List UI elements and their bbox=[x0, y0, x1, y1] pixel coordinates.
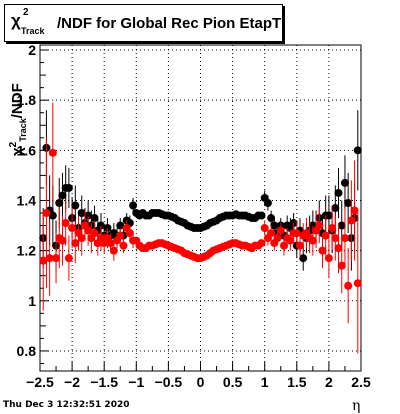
x-tick-label: 2.5 bbox=[351, 374, 371, 390]
data-point bbox=[61, 219, 70, 228]
title-superscript: 2 bbox=[23, 7, 29, 18]
data-point bbox=[337, 261, 346, 270]
data-point bbox=[263, 198, 272, 207]
title-text: /NDF for Global Rec Pion EtapT bbox=[57, 15, 282, 32]
y-axis-label: χ2Track/NDF bbox=[8, 46, 30, 156]
data-point bbox=[347, 216, 356, 225]
data-point bbox=[279, 241, 288, 250]
x-tick-label: 2 bbox=[325, 374, 333, 390]
data-point bbox=[55, 198, 64, 207]
data-point bbox=[353, 146, 362, 155]
data-point bbox=[84, 226, 93, 235]
y-tick-label: 1.2 bbox=[17, 243, 37, 259]
data-point bbox=[116, 231, 125, 240]
data-point bbox=[260, 224, 269, 233]
y-tick-label: 1.4 bbox=[17, 192, 37, 208]
ylabel-text: /NDF bbox=[9, 83, 26, 119]
data-point bbox=[52, 254, 61, 263]
data-point bbox=[71, 239, 80, 248]
data-point bbox=[45, 254, 54, 263]
data-point bbox=[77, 209, 86, 218]
data-point bbox=[324, 254, 333, 263]
title-subscript: Track bbox=[21, 26, 45, 36]
data-point bbox=[58, 236, 67, 245]
timestamp: Thu Dec 3 12:32:51 2020 bbox=[3, 400, 130, 410]
data-point bbox=[58, 191, 67, 200]
data-point bbox=[334, 244, 343, 253]
data-point bbox=[340, 178, 349, 187]
data-point bbox=[109, 246, 118, 255]
data-point bbox=[48, 211, 57, 220]
y-tick-label: 1 bbox=[28, 293, 36, 309]
data-point bbox=[350, 206, 359, 215]
ylabel-symbol: χ bbox=[9, 147, 26, 156]
data-point bbox=[71, 201, 80, 210]
x-tick-label: 1.5 bbox=[287, 374, 307, 390]
y-tick-label: 1.6 bbox=[17, 142, 37, 158]
data-point bbox=[286, 236, 295, 245]
data-point bbox=[296, 241, 305, 250]
data-point bbox=[292, 229, 301, 238]
data-point bbox=[90, 229, 99, 238]
data-point bbox=[353, 279, 362, 288]
x-tick-label: −2.5 bbox=[26, 374, 54, 390]
x-tick-label: −2 bbox=[64, 374, 80, 390]
data-point bbox=[129, 201, 138, 210]
x-tick-label: 1 bbox=[261, 374, 269, 390]
data-point bbox=[267, 214, 276, 223]
data-point bbox=[267, 229, 276, 238]
data-point bbox=[257, 239, 266, 248]
data-point bbox=[344, 198, 353, 207]
data-point bbox=[334, 188, 343, 197]
x-axis-label: η bbox=[352, 398, 361, 414]
data-point bbox=[328, 224, 337, 233]
data-point bbox=[119, 241, 128, 250]
tick-labels: −2.5 −2 −1.5 −1 −0.5 0 0.5 1 1.5 2 2.5 0.8 1 1.2 1.4 1.… bbox=[17, 42, 371, 390]
x-tick-label: 0.5 bbox=[223, 374, 243, 390]
data-point bbox=[315, 221, 324, 230]
grid-lines bbox=[40, 45, 361, 371]
data-point bbox=[299, 254, 308, 263]
data-point bbox=[64, 254, 73, 263]
data-points bbox=[39, 102, 362, 354]
x-tick-label: 0 bbox=[197, 374, 205, 390]
data-point bbox=[68, 224, 77, 233]
data-point bbox=[48, 148, 57, 157]
data-point bbox=[344, 281, 353, 290]
data-point bbox=[331, 234, 340, 243]
ylabel-superscript: 2 bbox=[8, 141, 19, 148]
data-point bbox=[321, 231, 330, 240]
y-tick-label: 0.8 bbox=[17, 343, 37, 359]
data-point bbox=[337, 221, 346, 230]
data-point bbox=[276, 226, 285, 235]
data-point bbox=[125, 229, 134, 238]
data-point bbox=[308, 236, 317, 245]
data-point bbox=[39, 256, 48, 265]
axis-ticks bbox=[39, 49, 362, 371]
data-point bbox=[257, 211, 266, 220]
data-point bbox=[273, 234, 282, 243]
plot-frame bbox=[39, 44, 362, 372]
data-point bbox=[64, 183, 73, 192]
data-point bbox=[106, 239, 115, 248]
data-point bbox=[318, 246, 327, 255]
data-point bbox=[340, 234, 349, 243]
title-chi-symbol: χ bbox=[11, 11, 21, 30]
data-point bbox=[42, 209, 51, 218]
data-point bbox=[270, 221, 279, 230]
x-tick-label: −1 bbox=[128, 374, 144, 390]
chart-title: χ 2 Track /NDF for Global Rec Pion EtapT bbox=[4, 4, 283, 42]
y-tick-label: 2 bbox=[28, 42, 36, 58]
x-tick-label: −0.5 bbox=[155, 374, 183, 390]
data-point bbox=[116, 221, 125, 230]
data-point bbox=[77, 234, 86, 243]
data-point bbox=[90, 214, 99, 223]
data-point bbox=[331, 204, 340, 212]
y-tick-label: 1.8 bbox=[17, 92, 37, 108]
x-tick-label: −1.5 bbox=[90, 374, 118, 390]
data-point bbox=[324, 211, 333, 220]
ylabel-subscript: Track bbox=[18, 118, 28, 142]
